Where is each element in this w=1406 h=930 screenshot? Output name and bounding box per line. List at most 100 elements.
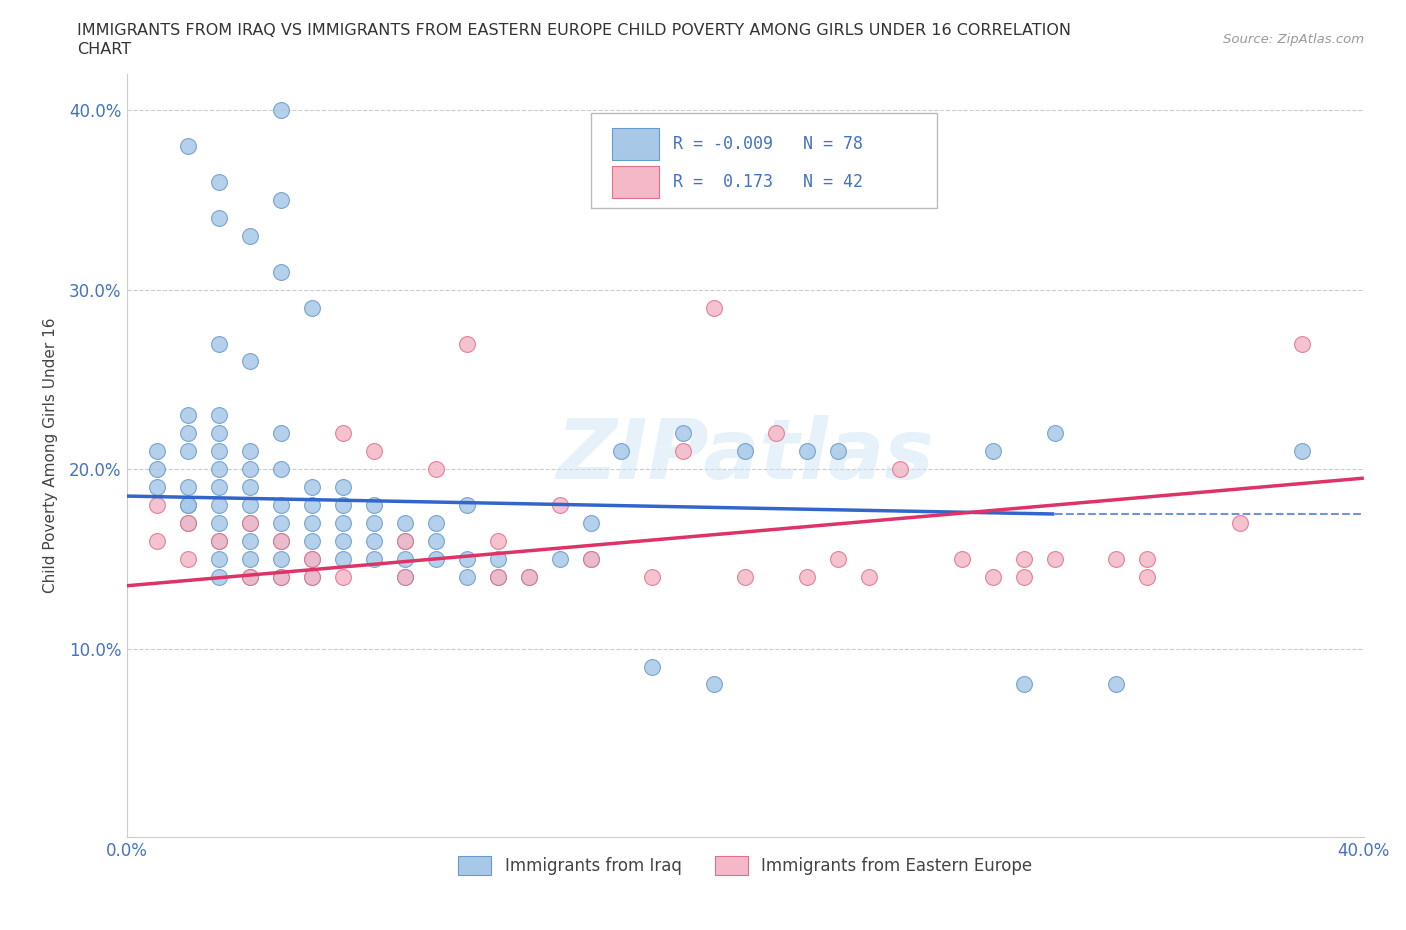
Point [208,498,231,512]
Point [425,534,447,549]
Point [332,498,354,512]
Point [1136,551,1159,566]
Point [827,444,849,458]
Point [796,569,818,584]
Point [1043,426,1066,441]
Point [425,515,447,530]
Point [858,569,880,584]
Point [301,515,323,530]
Point [363,534,385,549]
Point [425,551,447,566]
Point [641,569,664,584]
Point [301,300,323,315]
Point [301,569,323,584]
Text: R = -0.009   N = 78: R = -0.009 N = 78 [673,135,863,153]
Point [208,569,231,584]
Point [703,300,725,315]
Point [456,498,478,512]
Point [394,515,416,530]
Point [208,408,231,423]
Point [1105,551,1128,566]
Point [456,569,478,584]
Point [827,551,849,566]
Point [177,551,200,566]
Point [270,461,292,476]
Legend: Immigrants from Iraq, Immigrants from Eastern Europe: Immigrants from Iraq, Immigrants from Ea… [451,849,1039,882]
Point [1012,569,1035,584]
Point [177,515,200,530]
Point [208,551,231,566]
Point [672,426,695,441]
Point [703,677,725,692]
Point [239,569,262,584]
Point [239,354,262,369]
Point [579,551,602,566]
Point [208,175,231,190]
Point [208,515,231,530]
Point [177,498,200,512]
Point [301,551,323,566]
Point [177,515,200,530]
Bar [612,128,658,160]
Point [239,461,262,476]
Point [177,444,200,458]
Text: IMMIGRANTS FROM IRAQ VS IMMIGRANTS FROM EASTERN EUROPE CHILD POVERTY AMONG GIRLS: IMMIGRANTS FROM IRAQ VS IMMIGRANTS FROM … [77,23,1071,38]
Point [548,551,571,566]
Point [208,480,231,495]
Point [270,515,292,530]
Point [394,534,416,549]
Point [641,659,664,674]
Point [270,551,292,566]
Point [146,444,169,458]
FancyBboxPatch shape [591,113,936,208]
Point [177,408,200,423]
Point [208,534,231,549]
Point [239,480,262,495]
Y-axis label: Child Poverty Among Girls Under 16: Child Poverty Among Girls Under 16 [44,318,58,593]
Point [1291,336,1313,351]
Text: R =  0.173   N = 42: R = 0.173 N = 42 [673,173,863,191]
Point [1105,677,1128,692]
Point [363,498,385,512]
Point [394,534,416,549]
Point [301,569,323,584]
Text: ZIPatlas: ZIPatlas [557,415,934,497]
Point [177,426,200,441]
Point [456,551,478,566]
Point [146,498,169,512]
Point [486,534,509,549]
Point [208,210,231,225]
Point [1012,677,1035,692]
Point [486,569,509,584]
Point [301,498,323,512]
Point [332,426,354,441]
Point [1136,569,1159,584]
Point [177,139,200,153]
Point [270,569,292,584]
Point [270,103,292,118]
Point [270,498,292,512]
Point [177,480,200,495]
Point [981,569,1004,584]
Point [796,444,818,458]
Point [394,569,416,584]
Point [363,551,385,566]
Point [1012,551,1035,566]
Point [270,264,292,279]
Point [208,461,231,476]
Point [239,551,262,566]
Point [146,480,169,495]
Point [363,515,385,530]
Point [1291,444,1313,458]
Point [270,193,292,207]
Point [208,426,231,441]
Point [332,515,354,530]
Point [332,534,354,549]
Point [579,551,602,566]
Point [394,569,416,584]
Point [239,515,262,530]
Bar [612,166,658,198]
Point [208,444,231,458]
Point [981,444,1004,458]
Point [332,480,354,495]
